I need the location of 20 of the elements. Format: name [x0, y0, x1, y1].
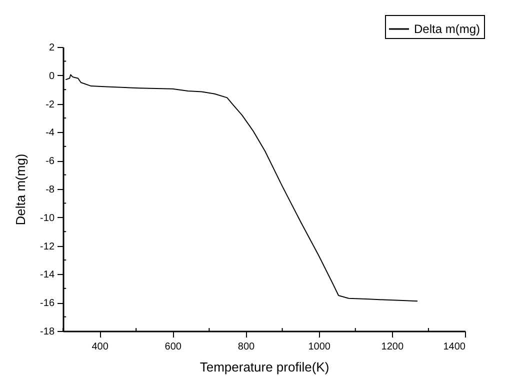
y-tick-label: -16 [40, 298, 55, 310]
y-tick-label: -10 [40, 212, 55, 224]
legend-label: Delta m(mg) [414, 22, 480, 36]
y-tick-label: -18 [40, 326, 55, 338]
x-tick-label: 1000 [308, 342, 331, 352]
y-tick-label: -8 [46, 184, 55, 196]
y-tick-label: 0 [48, 70, 55, 82]
y-tick-label: -12 [40, 241, 55, 252]
y-tick-label: -2 [46, 99, 55, 110]
y-tick-label: -4 [46, 128, 55, 139]
y-tick-label: 2 [48, 42, 55, 54]
y-tick-label: -14 [40, 270, 55, 281]
y-axis-title: Delta m(mg) [13, 154, 28, 226]
x-axis-title: Temperature profile(K) [200, 360, 330, 374]
x-tick-label: 800 [238, 342, 256, 352]
x-tick-label: 600 [164, 342, 182, 352]
x-tick-label: 1400 [443, 342, 466, 352]
x-tick-label: 400 [92, 342, 109, 352]
y-tick-label: -6 [46, 156, 55, 168]
x-tick-label: 1200 [381, 342, 404, 352]
